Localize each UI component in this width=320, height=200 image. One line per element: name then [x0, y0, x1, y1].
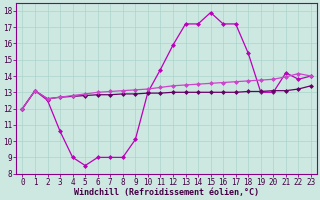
X-axis label: Windchill (Refroidissement éolien,°C): Windchill (Refroidissement éolien,°C) [74, 188, 259, 197]
